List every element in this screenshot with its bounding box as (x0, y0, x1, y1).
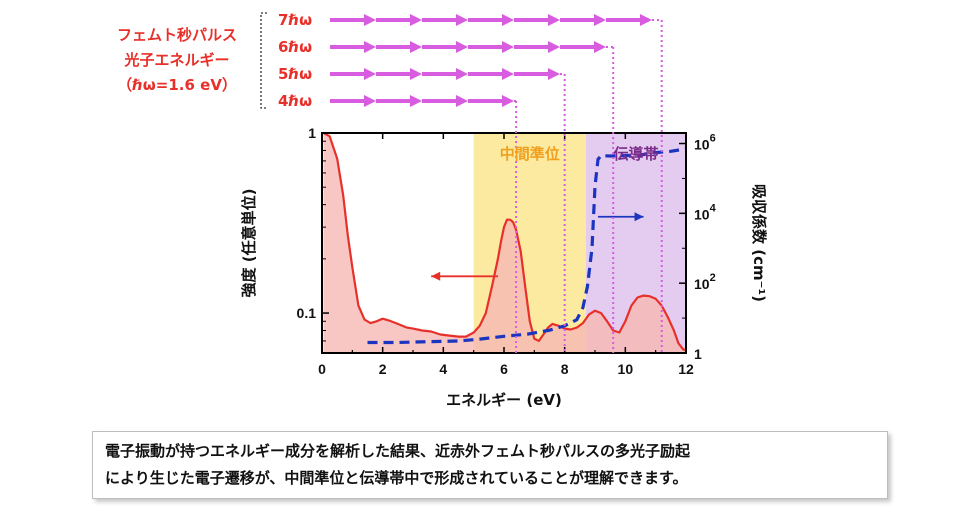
photon-arrow-head (410, 95, 422, 107)
x-tick-label: 6 (500, 361, 508, 377)
y-right-tick-label: 102 (694, 272, 716, 292)
x-tick-label: 2 (379, 361, 387, 377)
absorption-line (367, 147, 687, 345)
x-tick-label: 12 (678, 361, 694, 377)
x-tick-label: 0 (318, 361, 326, 377)
x-tick-label: 8 (561, 361, 569, 377)
photon-row-label: 7ℏω (278, 11, 312, 29)
photon-arrow-head (364, 68, 376, 80)
photon-arrow-head (594, 41, 606, 53)
region-label-0: 中間準位 (500, 145, 560, 163)
y-right-tick-label: 104 (694, 202, 717, 222)
intensity-fill (323, 133, 686, 353)
photon-legend-bracket (260, 12, 267, 109)
photon-arrow-head (456, 68, 468, 80)
y-left-axis-title: 強度 (任意単位) (240, 189, 258, 298)
photon-arrow-head (594, 14, 606, 26)
y-left-tick-label: 1 (308, 125, 316, 141)
y-right-tick-exponent: 6 (710, 133, 716, 145)
photon-legend-title-line: フェムト秒パルス (117, 26, 237, 44)
y-right-axis-title: 吸収係数 (cm⁻¹) (750, 184, 768, 302)
photon-arrow-head (364, 95, 376, 107)
photon-arrow-head (502, 14, 514, 26)
caption-box: 電子振動が持つエネルギー成分を解析した結果、近赤外フェムト秒パルスの多光子励起 … (92, 431, 888, 499)
chart-labels: 中間準位 伝導帯 (500, 145, 659, 163)
photon-arrow-head (456, 14, 468, 26)
photon-arrow-head (410, 41, 422, 53)
photon-arrow-head (364, 41, 376, 53)
photon-arrow-head (456, 95, 468, 107)
photon-row-label: 4ℏω (278, 92, 312, 110)
y-right-tick-label: 1 (694, 346, 702, 362)
y-right-tick-exponent: 4 (710, 202, 717, 214)
photon-arrow-head (548, 41, 560, 53)
caption-line-1: 電子振動が持つエネルギー成分を解析した結果、近赤外フェムト秒パルスの多光子励起 (105, 442, 691, 460)
absorption-axis-arrow-head (634, 212, 644, 222)
x-tick-label: 4 (439, 361, 447, 377)
photon-arrow-head (548, 68, 560, 80)
intensity-axis-arrow-head (431, 271, 441, 281)
photon-row-label: 5ℏω (278, 65, 312, 83)
y-right-tick-label: 106 (694, 133, 716, 153)
x-tick-label: 10 (618, 361, 634, 377)
y-right-tick-exponent: 2 (710, 272, 716, 284)
photon-arrow-head (640, 14, 652, 26)
data-series (322, 132, 687, 353)
photon-row-label: 6ℏω (278, 38, 312, 56)
photon-arrow-head (502, 41, 514, 53)
photon-legend-title-line: （ℏω=1.6 eV） (117, 76, 237, 94)
x-axis-title: エネルギー (eV) (446, 391, 562, 409)
y-left-tick-label: 0.1 (297, 305, 317, 321)
photon-arrow-head (410, 68, 422, 80)
intensity-line (322, 132, 687, 352)
photon-arrow-head (502, 68, 514, 80)
photon-legend-title-line: 光子エネルギー (123, 51, 229, 69)
region-label-1: 伝導帯 (613, 145, 658, 163)
photon-arrow-head (548, 14, 560, 26)
photon-arrow-head (364, 14, 376, 26)
photon-arrow-head (502, 95, 514, 107)
caption-line-2: により生じた電子遷移が、中間準位と伝導帯中で形成されていることが理解できます。 (105, 469, 688, 487)
photon-arrow-head (410, 14, 422, 26)
photon-arrow-head (456, 41, 468, 53)
chart: 0 2 4 6 8 10 12 エネルギー (eV) 1 0.1 強度 (任意単位) 1 102 104 1… (117, 11, 768, 409)
